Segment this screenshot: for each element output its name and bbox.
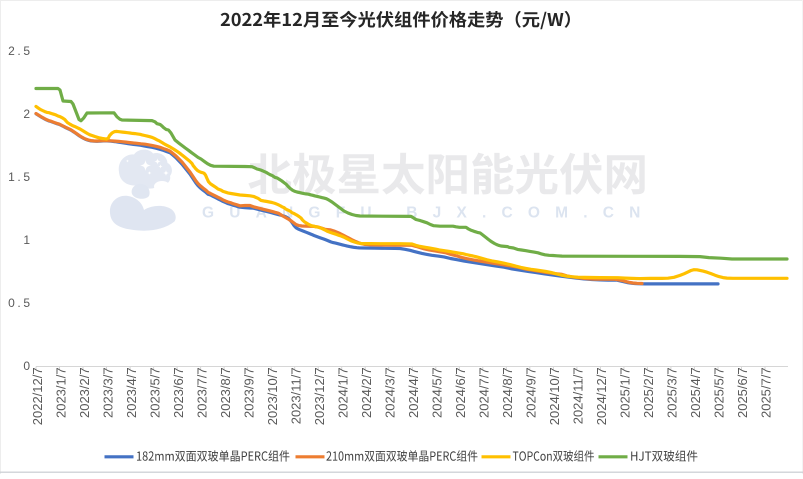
svg-text:2024/11/7: 2024/11/7 — [570, 367, 585, 424]
svg-text:2024/4/7: 2024/4/7 — [406, 367, 421, 418]
svg-text:0: 0 — [23, 359, 32, 373]
svg-text:2024/10/7: 2024/10/7 — [547, 367, 562, 425]
svg-text:2025/1/7: 2025/1/7 — [617, 367, 632, 418]
svg-text:0.5: 0.5 — [8, 296, 32, 310]
svg-text:2023/2/7: 2023/2/7 — [77, 367, 92, 418]
svg-text:2024/8/7: 2024/8/7 — [500, 367, 515, 418]
svg-text:2023/10/7: 2023/10/7 — [265, 367, 280, 425]
svg-text:2024/6/7: 2024/6/7 — [453, 367, 468, 418]
svg-text:2024/1/7: 2024/1/7 — [335, 367, 350, 418]
svg-text:GUANGFU.BJX.COM.CN: GUANGFU.BJX.COM.CN — [202, 205, 656, 222]
svg-text:1: 1 — [23, 233, 32, 247]
svg-text:2025/6/7: 2025/6/7 — [735, 367, 750, 418]
svg-text:2023/12/7: 2023/12/7 — [312, 367, 327, 425]
svg-text:2023/11/7: 2023/11/7 — [288, 367, 303, 424]
svg-text:2024/7/7: 2024/7/7 — [476, 367, 491, 418]
svg-text:2025/2/7: 2025/2/7 — [641, 367, 656, 418]
svg-text:2.5: 2.5 — [8, 44, 32, 58]
svg-text:2024/2/7: 2024/2/7 — [359, 367, 374, 418]
svg-text:2023/5/7: 2023/5/7 — [147, 367, 162, 418]
svg-text:2023/8/7: 2023/8/7 — [218, 367, 233, 418]
svg-text:2024/5/7: 2024/5/7 — [429, 367, 444, 418]
svg-text:2025/7/7: 2025/7/7 — [758, 367, 773, 418]
svg-text:2023/4/7: 2023/4/7 — [124, 367, 139, 418]
svg-text:2024/12/7: 2024/12/7 — [594, 367, 609, 425]
svg-text:2: 2 — [23, 107, 32, 121]
svg-text:2024/9/7: 2024/9/7 — [523, 367, 538, 418]
svg-text:2023/7/7: 2023/7/7 — [194, 367, 209, 418]
svg-text:2023/3/7: 2023/3/7 — [100, 367, 115, 418]
svg-text:2023/1/7: 2023/1/7 — [53, 367, 68, 418]
svg-text:2022/12/7: 2022/12/7 — [30, 367, 45, 425]
svg-text:2025/3/7: 2025/3/7 — [664, 367, 679, 418]
svg-text:2023/9/7: 2023/9/7 — [241, 367, 256, 418]
svg-text:2023/6/7: 2023/6/7 — [171, 367, 186, 418]
svg-text:2024/3/7: 2024/3/7 — [382, 367, 397, 418]
svg-text:2025/4/7: 2025/4/7 — [688, 367, 703, 418]
svg-text:1.5: 1.5 — [8, 170, 32, 184]
svg-text:2025/5/7: 2025/5/7 — [711, 367, 726, 418]
